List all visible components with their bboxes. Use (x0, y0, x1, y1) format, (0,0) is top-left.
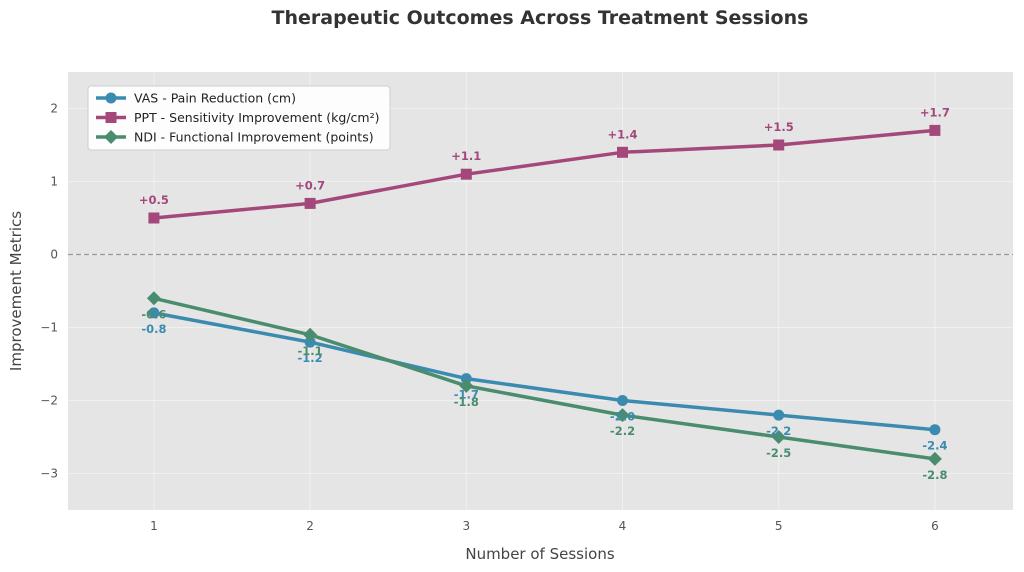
x-tick-label: 3 (462, 519, 470, 533)
y-tick-label: −2 (40, 394, 58, 408)
data-label: +0.7 (295, 178, 325, 192)
data-label: +1.5 (764, 120, 794, 134)
data-label: +1.7 (920, 105, 950, 119)
data-point (615, 408, 630, 423)
legend-item: NDI - Functional Improvement (points) (96, 130, 374, 145)
data-label: -2.5 (766, 446, 791, 460)
legend-marker (104, 130, 118, 144)
data-label: +1.1 (451, 149, 481, 163)
series-3 (146, 291, 942, 466)
data-label: -2.0 (610, 410, 635, 424)
data-point (929, 124, 941, 136)
data-labels: -0.8-1.2-1.7-2.0-2.2-2.4+0.5+0.7+1.1+1.4… (139, 105, 950, 482)
data-point (773, 139, 785, 151)
data-label: +1.4 (607, 127, 637, 141)
x-tick-label: 5 (775, 519, 783, 533)
data-point (617, 146, 629, 158)
data-label: -1.2 (298, 351, 323, 365)
data-point (617, 395, 629, 406)
data-label: -1.8 (454, 395, 479, 409)
legend: VAS - Pain Reduction (cm) PPT - Sensitivi… (87, 85, 391, 151)
series-1 (148, 307, 941, 436)
legend-marker (105, 92, 117, 104)
legend-item: PPT - Sensitivity Improvement (kg/cm²) (96, 110, 379, 125)
data-point (148, 307, 160, 319)
data-point (460, 168, 472, 180)
series-2 (148, 124, 941, 224)
data-label: -0.6 (141, 307, 166, 321)
legend-label: VAS - Pain Reduction (cm) (134, 91, 296, 106)
data-point (929, 424, 941, 436)
y-axis-label: Improvement Metrics (7, 211, 25, 371)
y-tick-label: −3 (40, 467, 58, 481)
legend-label: PPT - Sensitivity Improvement (kg/cm²) (134, 110, 379, 125)
data-label: -2.4 (922, 439, 947, 453)
data-point (148, 212, 160, 224)
chart-title: Therapeutic Outcomes Across Treatment Se… (272, 7, 809, 29)
y-tick-label: −1 (40, 321, 58, 335)
data-point (773, 409, 785, 421)
data-point (304, 336, 316, 348)
data-point (146, 291, 161, 306)
legend-item: VAS - Pain Reduction (cm) (96, 91, 296, 106)
legend-label: NDI - Functional Improvement (points) (134, 130, 374, 145)
data-label: -2.8 (922, 468, 947, 482)
data-label: -1.1 (298, 344, 323, 358)
axis-ticks: 1 2 3 4 5 6 −3 −2 −1 0 1 2 (40, 102, 938, 534)
legend-box (87, 85, 391, 151)
series-line (153, 128, 936, 220)
data-label: +0.5 (139, 193, 169, 207)
x-tick-label: 6 (931, 519, 939, 533)
data-label: -2.2 (766, 424, 791, 438)
series-lines (146, 124, 942, 466)
data-point (303, 327, 318, 342)
series-line (153, 311, 936, 432)
x-axis-label: Number of Sessions (465, 545, 614, 563)
data-label: -2.2 (610, 424, 635, 438)
y-tick-label: 1 (50, 175, 58, 189)
data-label: -1.7 (454, 388, 479, 402)
y-tick-label: 0 (50, 248, 58, 262)
x-tick-label: 4 (619, 519, 627, 533)
data-label: -0.8 (141, 322, 166, 336)
legend-marker (105, 112, 117, 123)
y-tick-label: 2 (50, 102, 58, 116)
data-point (771, 430, 786, 444)
x-tick-label: 1 (150, 519, 158, 533)
data-point (459, 378, 474, 393)
data-point (460, 373, 472, 385)
series-line (153, 296, 936, 461)
data-point (304, 197, 316, 209)
x-tick-label: 2 (306, 519, 314, 533)
data-point (927, 451, 942, 466)
